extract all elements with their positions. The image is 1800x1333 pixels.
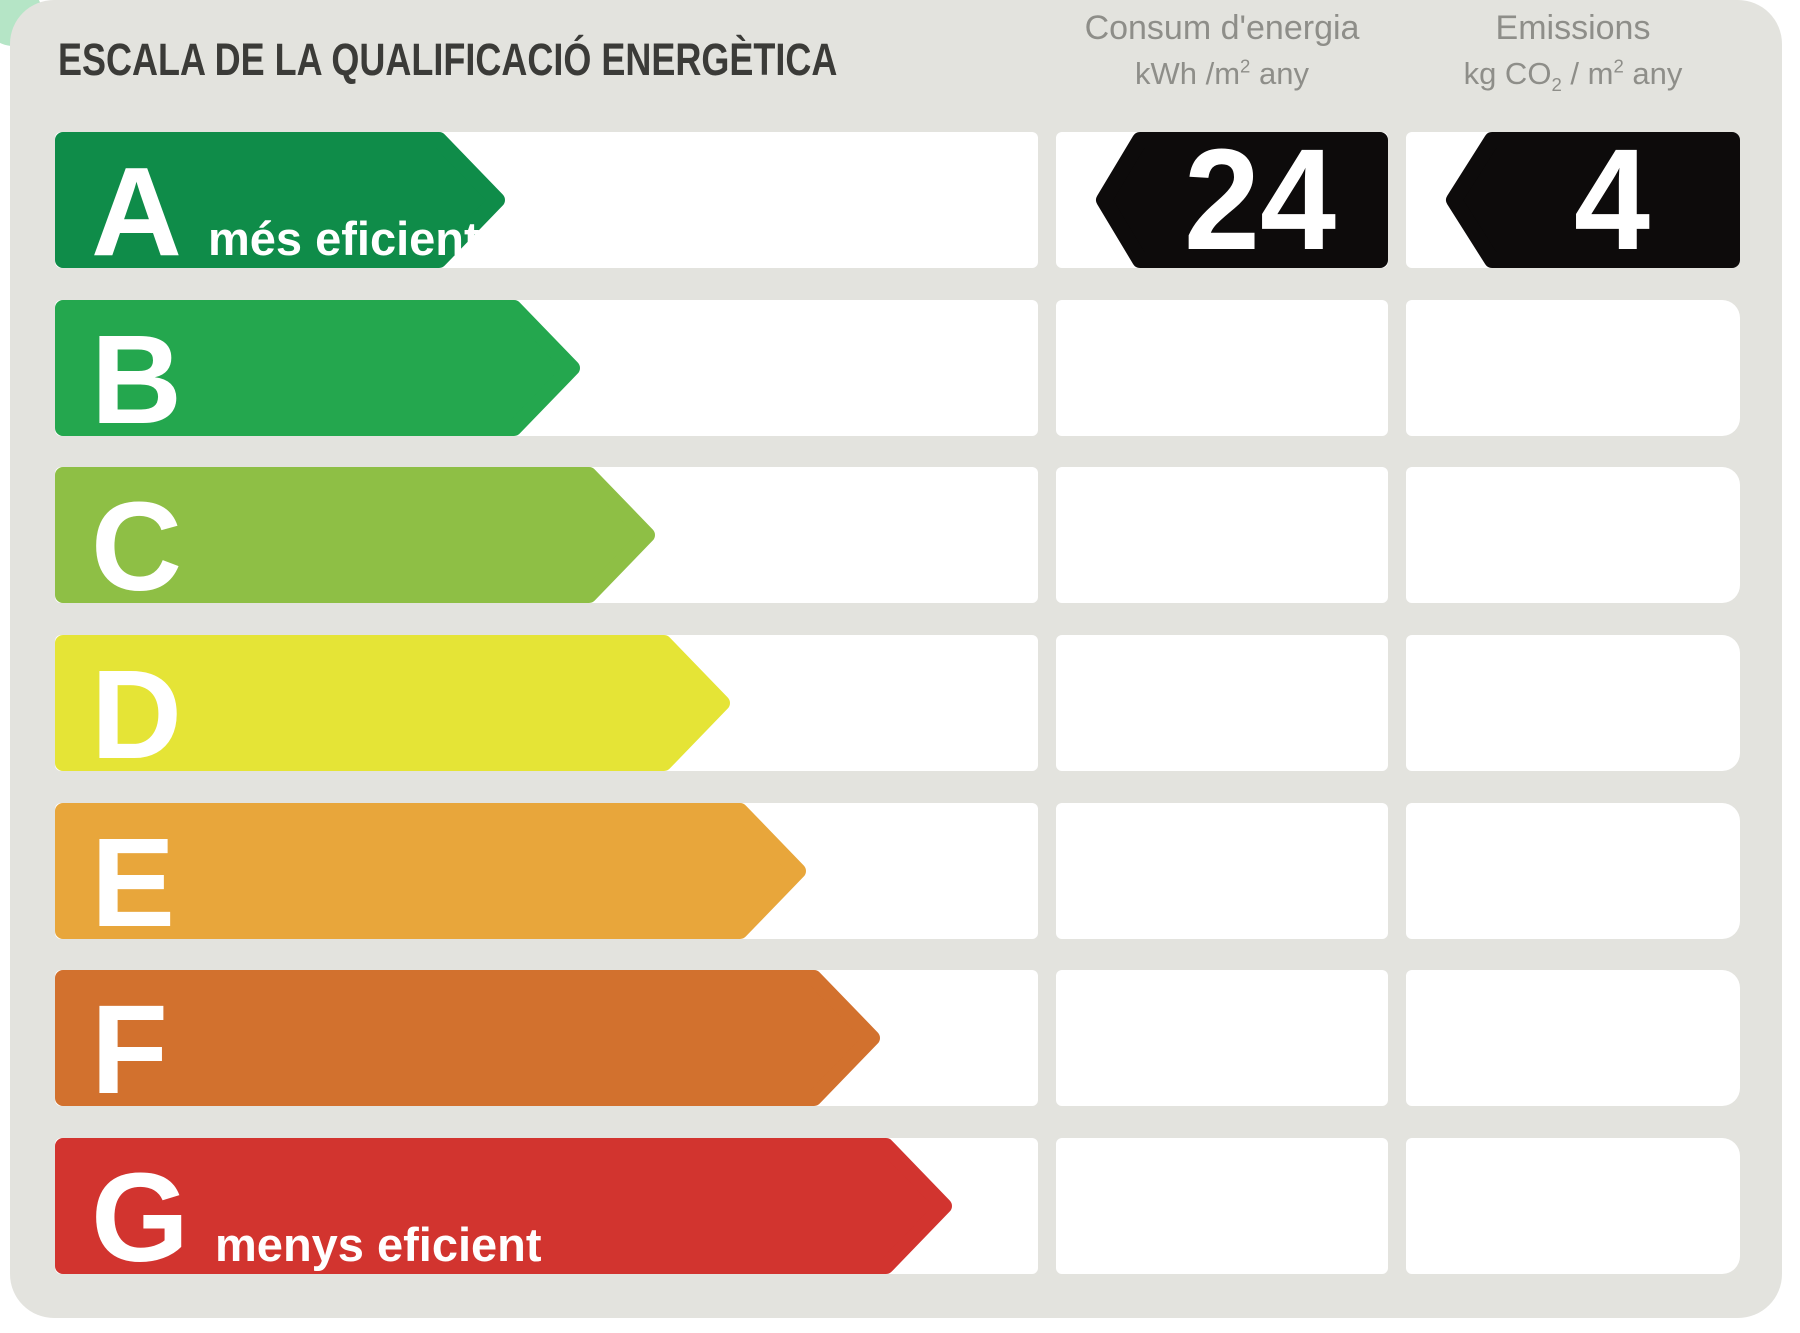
band-letter: B bbox=[91, 309, 182, 450]
band-row-c: C bbox=[10, 467, 1782, 610]
band-letter: A bbox=[91, 141, 182, 282]
band-row-a: A més eficient 24 4 bbox=[10, 119, 1782, 280]
band-label-a: A més eficient bbox=[55, 132, 505, 275]
band-row-b: B bbox=[10, 300, 1782, 443]
emissions-cell-f bbox=[1406, 970, 1740, 1106]
band-label-g: G menys eficient bbox=[55, 1138, 952, 1281]
rating-panel: ESCALA DE LA QUALIFICACIÓ ENERGÈTICA Con… bbox=[10, 0, 1782, 1318]
emissions-value-badge: 4 bbox=[1406, 119, 1740, 280]
band-arrow-b: B bbox=[55, 300, 580, 443]
band-letter: C bbox=[91, 476, 182, 617]
emissions-header-title: Emissions bbox=[1495, 9, 1651, 47]
band-arrow-shape bbox=[55, 132, 505, 268]
energy-consumption-value: 24 bbox=[1183, 119, 1337, 280]
energy-cell-f bbox=[1056, 970, 1388, 1106]
band-label-c: C bbox=[55, 467, 655, 610]
badge-arrow-shape bbox=[1446, 132, 1740, 268]
emissions-header-unit: kg CO2 / m2 any bbox=[1463, 55, 1683, 95]
band-arrow-d: D bbox=[55, 635, 730, 778]
band-arrow-shape bbox=[55, 970, 880, 1106]
energy-value-badge: 24 bbox=[1056, 119, 1388, 280]
energy-cell-d bbox=[1056, 635, 1388, 771]
band-letter: D bbox=[91, 644, 182, 785]
band-arrow-f: F bbox=[55, 970, 880, 1113]
energy-cell-e bbox=[1056, 803, 1388, 939]
band-note: menys eficient bbox=[215, 1218, 542, 1271]
emissions-column-header: Emissions kg CO2 / m2 any bbox=[1406, 0, 1740, 96]
emissions-cell-d bbox=[1406, 635, 1740, 771]
band-arrow-g: G menys eficient bbox=[55, 1138, 952, 1281]
energy-header-unit: kWh /m2 any bbox=[1134, 55, 1309, 91]
band-arrow-shape bbox=[55, 635, 730, 771]
band-arrow-e: E bbox=[55, 803, 806, 946]
band-arrow-shape bbox=[55, 467, 655, 603]
band-arrow-shape bbox=[55, 1138, 952, 1274]
emissions-cell-g bbox=[1406, 1138, 1740, 1274]
band-arrow-shape bbox=[55, 300, 580, 436]
emissions-cell-c bbox=[1406, 467, 1740, 603]
energy-cell-b bbox=[1056, 300, 1388, 436]
energy-cell-c bbox=[1056, 467, 1388, 603]
band-note: més eficient bbox=[208, 212, 480, 265]
badge-arrow-shape bbox=[1096, 132, 1388, 268]
band-arrow-a: A més eficient bbox=[55, 132, 505, 275]
emissions-value: 4 bbox=[1573, 119, 1651, 280]
band-row-g: G menys eficient bbox=[10, 1138, 1782, 1281]
page-title: ESCALA DE LA QUALIFICACIÓ ENERGÈTICA bbox=[58, 34, 838, 85]
energy-header-title: Consum d'energia bbox=[1084, 9, 1360, 47]
band-letter: F bbox=[91, 979, 168, 1120]
band-row-d: D bbox=[10, 635, 1782, 778]
band-label-b: B bbox=[55, 300, 580, 443]
band-label-d: D bbox=[55, 635, 730, 778]
band-letter: E bbox=[91, 812, 176, 953]
band-row-f: F bbox=[10, 970, 1782, 1113]
emissions-cell-e bbox=[1406, 803, 1740, 939]
band-arrow-shape bbox=[55, 803, 806, 939]
band-row-e: E bbox=[10, 803, 1782, 946]
energy-column-header: Consum d'energia kWh /m2 any bbox=[1056, 0, 1388, 92]
energy-cell-g bbox=[1056, 1138, 1388, 1274]
emissions-cell-b bbox=[1406, 300, 1740, 436]
band-label-e: E bbox=[55, 803, 806, 946]
band-label-f: F bbox=[55, 970, 880, 1113]
band-letter: G bbox=[91, 1147, 190, 1288]
band-arrow-c: C bbox=[55, 467, 655, 610]
